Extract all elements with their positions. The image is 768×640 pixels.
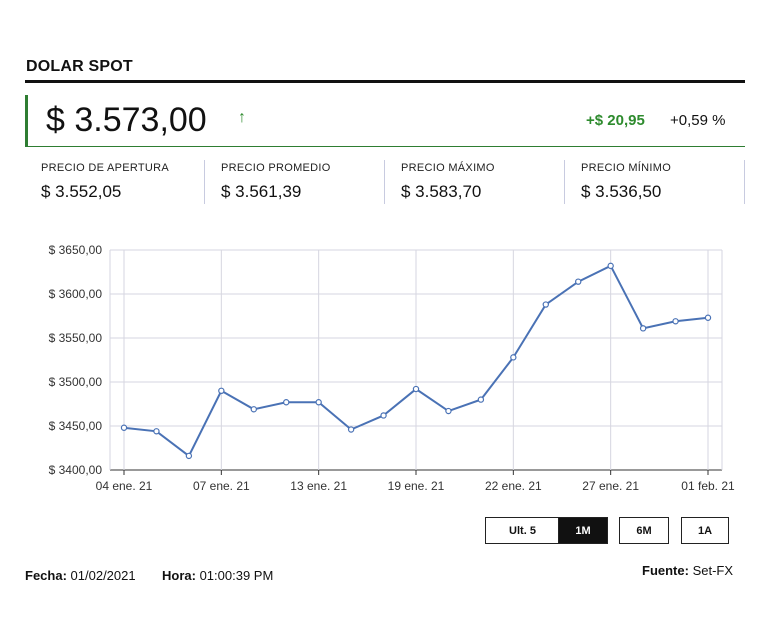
stats-row: PRECIO DE APERTURA $ 3.552,05 PRECIO PRO… [25, 160, 745, 204]
y-tick-label: $ 3650,00 [49, 243, 103, 257]
price-panel: $ 3.573,00 ↑ +$ 20,95 +0,59 % [25, 95, 745, 147]
data-point [185, 452, 193, 460]
y-tick-label: $ 3450,00 [49, 419, 103, 433]
data-point [575, 278, 582, 285]
stat-label: PRECIO MÍNIMO [581, 162, 672, 174]
price-line-chart: $ 3400,00 $ 3450,00 $ 3500,00 $ 3550,00 $ 36… [49, 243, 735, 493]
stat-label: PRECIO DE APERTURA [41, 162, 170, 174]
date-label: Fecha: [25, 568, 67, 583]
data-point [120, 424, 128, 431]
range-button-1a[interactable]: 1A [681, 517, 729, 544]
data-point [412, 385, 420, 393]
footer-time: Hora: 01:00:39 PM [162, 568, 273, 583]
footer-source: Fuente: Set-FX [642, 563, 733, 578]
source-label: Fuente: [642, 563, 689, 578]
data-point [639, 325, 647, 332]
data-point [477, 396, 485, 403]
stat-value: $ 3.561,39 [221, 182, 302, 201]
x-tick-label: 01 feb. 21 [681, 479, 735, 493]
time-label: Hora: [162, 568, 196, 583]
stat-max: PRECIO MÁXIMO $ 3.583,70 [385, 160, 565, 204]
change-percent: +0,59 % [670, 112, 726, 129]
title-divider [25, 80, 745, 83]
stat-value: $ 3.552,05 [41, 182, 122, 201]
data-point [672, 318, 679, 325]
data-point [315, 399, 322, 406]
stat-value: $ 3.583,70 [401, 182, 482, 201]
stat-value: $ 3.536,50 [581, 182, 662, 201]
time-value: 01:00:39 PM [199, 568, 274, 583]
stat-opening: PRECIO DE APERTURA $ 3.552,05 [25, 160, 205, 204]
x-tick-label: 04 ene. 21 [96, 479, 153, 493]
range-button-6m[interactable]: 6M [619, 517, 669, 544]
x-tick-label: 19 ene. 21 [388, 479, 445, 493]
y-tick-label: $ 3550,00 [49, 331, 103, 345]
y-tick-label: $ 3400,00 [49, 463, 103, 477]
range-button-1m[interactable]: 1M [558, 517, 608, 544]
stat-label: PRECIO MÁXIMO [401, 162, 495, 174]
stat-label: PRECIO PROMEDIO [221, 162, 331, 174]
footer-date: Fecha: 01/02/2021 [25, 568, 136, 583]
data-point [218, 387, 225, 394]
data-point [607, 262, 614, 270]
data-point [380, 412, 387, 419]
y-tick-label: $ 3600,00 [49, 287, 103, 301]
y-tick-label: $ 3500,00 [49, 375, 103, 389]
data-point [283, 399, 290, 406]
up-arrow-icon: ↑ [238, 109, 246, 126]
x-tick-label: 07 ene. 21 [193, 479, 250, 493]
source-value: Set-FX [692, 563, 734, 578]
data-point [445, 407, 452, 415]
stat-average: PRECIO PROMEDIO $ 3.561,39 [205, 160, 385, 204]
x-tick-label: 13 ene. 21 [290, 479, 347, 493]
data-point [347, 426, 355, 433]
change-absolute: +$ 20,95 [586, 112, 645, 129]
data-point [153, 428, 160, 435]
stat-min: PRECIO MÍNIMO $ 3.536,50 [565, 160, 745, 204]
x-tick-label: 27 ene. 21 [582, 479, 639, 493]
page-title: DOLAR SPOT [26, 58, 133, 75]
data-point [250, 406, 257, 413]
range-button-last5[interactable]: Ult. 5 [485, 517, 560, 544]
data-point [510, 354, 517, 361]
data-point [704, 314, 712, 321]
data-point [542, 301, 549, 308]
date-value: 01/02/2021 [70, 568, 136, 583]
x-tick-label: 22 ene. 21 [485, 479, 542, 493]
current-price: $ 3.573,00 [46, 101, 207, 139]
